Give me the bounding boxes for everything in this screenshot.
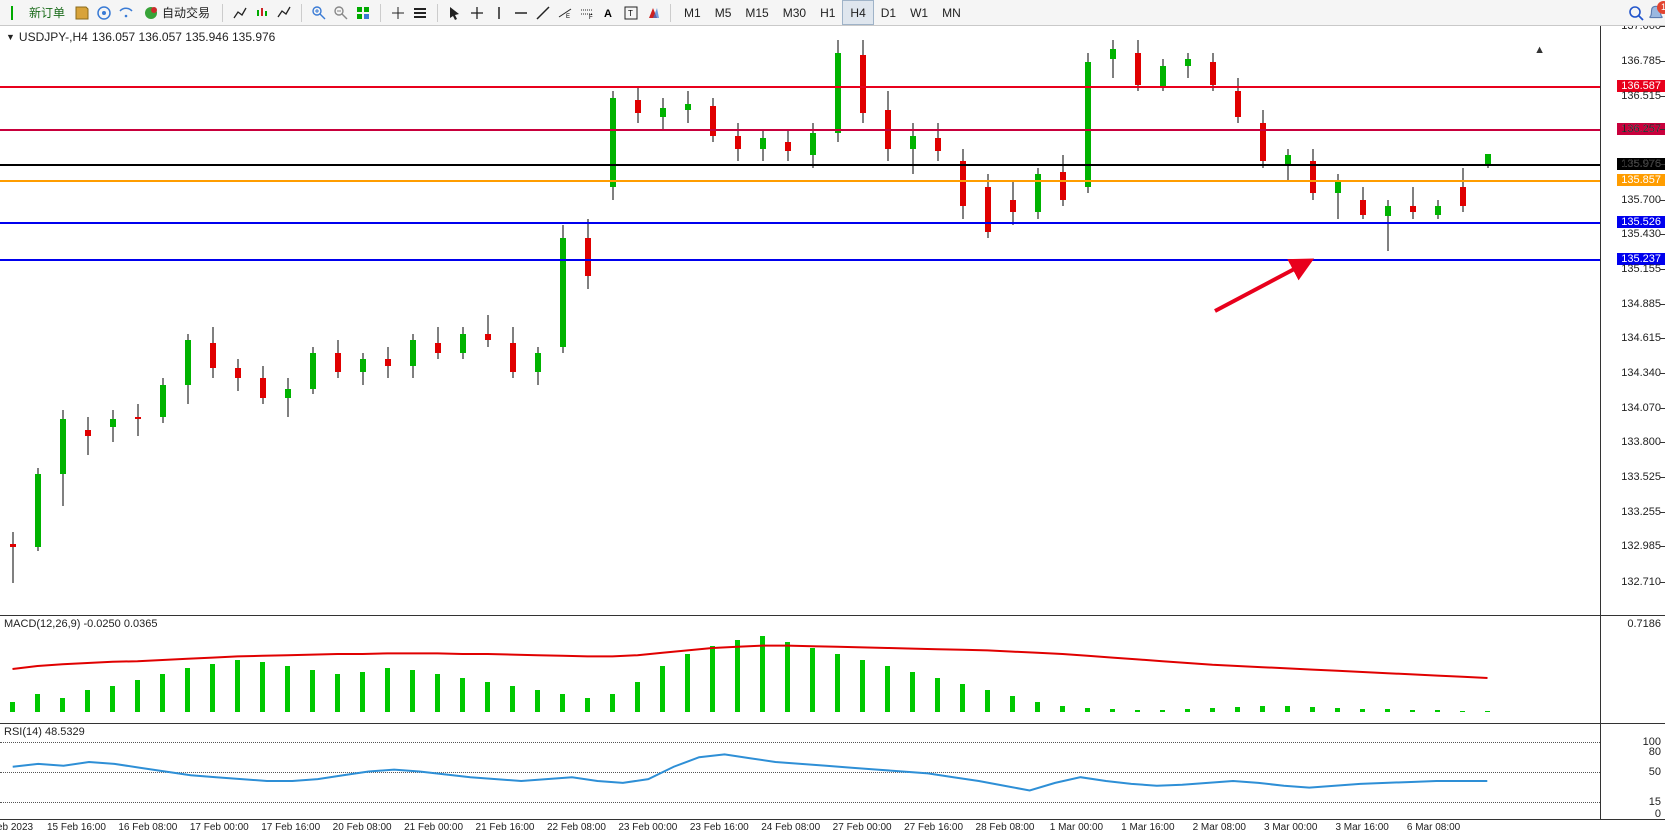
zoom-in-icon-button[interactable] [308, 2, 330, 24]
auto-trading-icon [143, 5, 159, 21]
price-direction-arrow [1215, 266, 1300, 311]
tf-m15[interactable]: M15 [738, 0, 775, 25]
xaxis-date-label: 1 Mar 16:00 [1121, 822, 1174, 833]
new-order-label: 新订单 [29, 4, 65, 21]
rsi-tick-15: 15 [1649, 796, 1661, 808]
wifi-icon-button[interactable] [115, 2, 137, 24]
mt-chart-window: 新订单 自动交易 [0, 0, 1665, 837]
tf-m1[interactable]: M1 [677, 0, 708, 25]
crosshair2-icon-button[interactable] [466, 2, 488, 24]
xaxis-date-label: 2 Mar 08:00 [1193, 822, 1246, 833]
connect-icon-button[interactable] [93, 2, 115, 24]
zoom-out-icon-button[interactable] [330, 2, 352, 24]
svg-text:F: F [589, 15, 593, 21]
grid-icon-button[interactable] [352, 2, 374, 24]
notification-count: 1 [1657, 1, 1665, 14]
xaxis-date-label: 6 Mar 08:00 [1407, 822, 1460, 833]
xaxis-date-label: 23 Feb 00:00 [618, 822, 677, 833]
xaxis-date-label: 22 Feb 08:00 [547, 822, 606, 833]
xaxis-date-label: 28 Feb 08:00 [976, 822, 1035, 833]
time-axis[interactable]: 15 Feb 2023 15 Feb 16:00 16 Feb 08:00 17 Fe… [0, 819, 1665, 836]
auto-trading-button[interactable]: 自动交易 [137, 0, 216, 25]
xaxis-date-label: 16 Feb 08:00 [118, 822, 177, 833]
new-chart-icon-button[interactable] [229, 2, 251, 24]
xaxis-date-label: 3 Mar 16:00 [1335, 822, 1388, 833]
tf-h1[interactable]: H1 [813, 0, 842, 25]
rsi-line-path [13, 754, 1488, 790]
price-axis[interactable]: 137.060 136.785 136.515 136.257 135.976 135.7… [1600, 26, 1665, 615]
xaxis-date-label: 21 Feb 00:00 [404, 822, 463, 833]
cursor-icon-button[interactable] [444, 2, 466, 24]
rsi-indicator-panel[interactable]: RSI(14) 48.5329 100 80 50 15 0 [0, 724, 1665, 819]
xaxis-date-label: 27 Feb 00:00 [833, 822, 892, 833]
new-order-icon [10, 5, 26, 21]
collapse-icon[interactable]: ▲ [1534, 44, 1545, 56]
search-icon-button[interactable] [1625, 2, 1647, 24]
chart-container: ▼ USDJPY-,H4 136.057 136.057 135.946 135… [0, 26, 1665, 837]
main-toolbar: 新订单 自动交易 [0, 0, 1665, 26]
tf-d1[interactable]: D1 [874, 0, 903, 25]
tf-h4[interactable]: H4 [842, 0, 873, 25]
xaxis-date-label: 3 Mar 00:00 [1264, 822, 1317, 833]
auto-trading-label: 自动交易 [162, 4, 210, 21]
svg-text:A: A [604, 8, 612, 20]
tf-m5[interactable]: M5 [708, 0, 739, 25]
xaxis-date-label: 27 Feb 16:00 [904, 822, 963, 833]
xaxis-date-label: 17 Feb 00:00 [190, 822, 249, 833]
text-icon-button[interactable]: A [598, 2, 620, 24]
xaxis-date-label: 21 Feb 16:00 [476, 822, 535, 833]
xaxis-date-label: 15 Feb 2023 [0, 822, 33, 833]
svg-text:T: T [628, 9, 633, 18]
macd-indicator-panel[interactable]: MACD(12,26,9) -0.0250 0.0365 0.7186 [0, 616, 1665, 724]
rsi-axis[interactable]: 100 80 50 15 0 [1600, 724, 1665, 819]
xaxis-date-label: 24 Feb 08:00 [761, 822, 820, 833]
new-order-button[interactable]: 新订单 [4, 0, 71, 25]
rsi-tick-0: 0 [1655, 808, 1661, 819]
vline-icon-button[interactable] [488, 2, 510, 24]
rsi-label: RSI(14) 48.5329 [4, 726, 85, 738]
tf-m30[interactable]: M30 [776, 0, 813, 25]
macd-axis[interactable]: 0.7186 [1600, 616, 1665, 723]
notification-icon[interactable]: 1 [1647, 4, 1665, 22]
xaxis-date-label: 23 Feb 16:00 [690, 822, 749, 833]
timeframe-selector: M1 M5 M15 M30 H1 H4 D1 W1 MN [677, 0, 968, 25]
trendline-icon-button[interactable] [532, 2, 554, 24]
xaxis-date-label: 15 Feb 16:00 [47, 822, 106, 833]
fibonacci-icon-button[interactable]: E [554, 2, 576, 24]
grid-view-icon-button[interactable] [409, 2, 431, 24]
line-chart-icon-button[interactable] [273, 2, 295, 24]
crosshair-icon-button[interactable] [387, 2, 409, 24]
rsi-tick-50: 50 [1649, 766, 1661, 778]
rsi-tick-80: 80 [1649, 746, 1661, 758]
xaxis-date-label: 17 Feb 16:00 [261, 822, 320, 833]
candlestick-chart-icon-button[interactable] [251, 2, 273, 24]
text-box-icon-button[interactable]: T [620, 2, 642, 24]
hline-icon-button[interactable] [510, 2, 532, 24]
shapes-icon-button[interactable] [642, 2, 664, 24]
xaxis-date-label: 20 Feb 08:00 [333, 822, 392, 833]
tf-mn[interactable]: MN [935, 0, 968, 25]
macd-label: MACD(12,26,9) -0.0250 0.0365 [4, 618, 157, 630]
xaxis-date-label: 1 Mar 00:00 [1050, 822, 1103, 833]
svg-text:E: E [566, 14, 570, 20]
book-icon-button[interactable] [71, 2, 93, 24]
macd-signal-line [13, 646, 1488, 678]
price-chart-panel[interactable]: 136.587 136.257 135.976 135.857 135.526 135.2… [0, 26, 1665, 616]
dotted-icon-button[interactable]: F [576, 2, 598, 24]
tf-w1[interactable]: W1 [903, 0, 935, 25]
